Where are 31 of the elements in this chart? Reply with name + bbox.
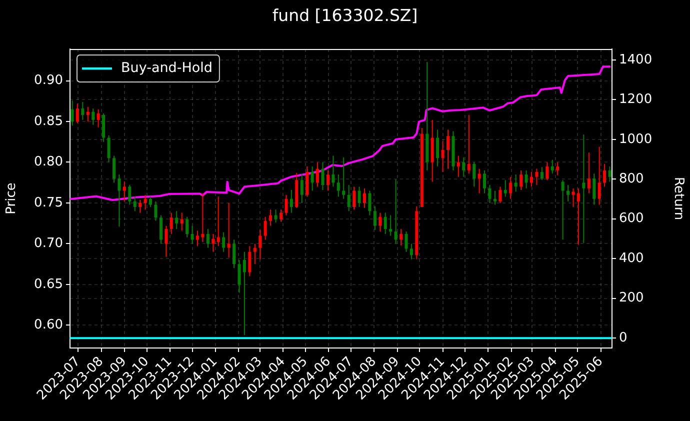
y2-tick-label: 600 xyxy=(619,211,644,226)
y2-tick-label: 800 xyxy=(619,172,644,187)
y-tick-label: 0.70 xyxy=(34,236,63,252)
y-axis-title: Price xyxy=(4,182,20,214)
candlestick xyxy=(467,114,470,174)
y2-axis-title: Return xyxy=(670,176,686,220)
y2-tick-label: 1400 xyxy=(619,52,652,68)
candlestick xyxy=(216,196,220,246)
candlestick xyxy=(342,157,346,199)
candlestick xyxy=(456,156,460,177)
y-tick-label: 0.60 xyxy=(34,318,63,333)
candlestick xyxy=(389,215,392,236)
y2-tick-label: 200 xyxy=(619,290,644,306)
y-tick-label: 0.80 xyxy=(34,154,63,170)
chart-title: fund [163302.SZ] xyxy=(272,6,418,26)
y2-tick-label: 400 xyxy=(619,250,644,266)
y-tick-label: 0.90 xyxy=(34,73,63,88)
y-tick-label: 0.85 xyxy=(34,114,63,129)
candlestick xyxy=(561,180,564,240)
y2-tick-label: 0 xyxy=(619,330,628,346)
candlestick xyxy=(227,202,230,258)
candlestick xyxy=(122,182,126,202)
legend-label: Buy-and-Hold xyxy=(121,60,212,76)
y2-tick-label: 1200 xyxy=(619,92,652,108)
y-tick-label: 0.65 xyxy=(34,276,63,292)
y-tick-label: 0.75 xyxy=(34,195,63,210)
candlestick xyxy=(576,188,580,245)
y2-tick-label: 1000 xyxy=(619,132,652,147)
candlestick xyxy=(201,193,204,242)
candlestick xyxy=(394,179,398,244)
candlestick xyxy=(582,134,586,243)
